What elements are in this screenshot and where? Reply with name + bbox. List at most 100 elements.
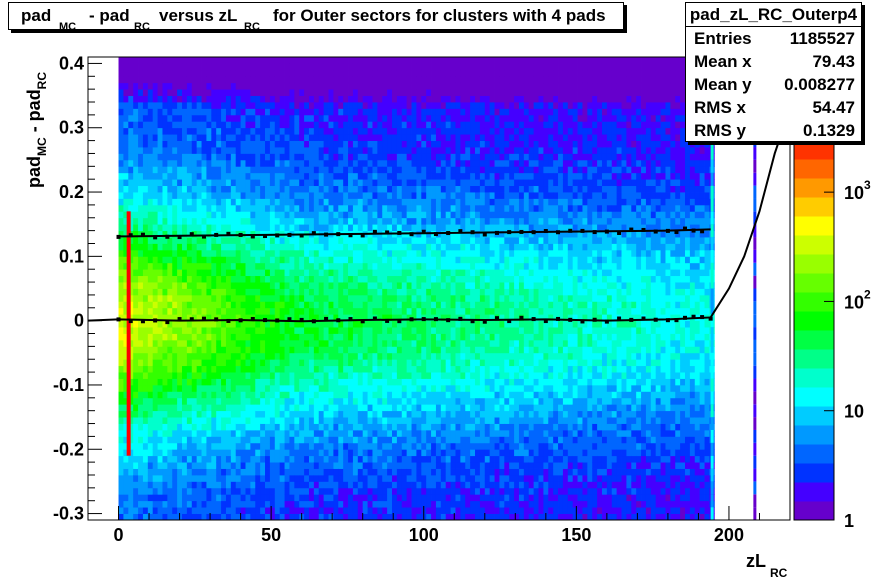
heatmap-cell — [338, 134, 344, 141]
heatmap-cell — [230, 500, 237, 508]
heatmap-cell — [387, 269, 393, 277]
heatmap-cell — [289, 282, 295, 289]
heatmap-cell — [260, 397, 266, 405]
heatmap-cell — [372, 372, 378, 379]
heatmap-cell — [284, 417, 290, 424]
heatmap-cell — [250, 159, 256, 167]
heatmap-cell — [284, 314, 290, 322]
heatmap-cell — [372, 185, 378, 193]
heatmap-cell — [299, 76, 305, 84]
heatmap-cell — [162, 63, 168, 71]
heatmap-cell — [250, 365, 256, 373]
heatmap-cell — [426, 423, 432, 431]
heatmap-cell — [172, 204, 178, 212]
heatmap-cell — [279, 455, 285, 463]
heatmap-cell — [352, 513, 359, 521]
heatmap-cell — [450, 217, 456, 225]
heatmap-cell — [450, 269, 456, 277]
heatmap-cell — [240, 333, 246, 341]
heatmap-cell — [435, 172, 442, 180]
heatmap-cell — [318, 346, 325, 354]
heatmap-cell — [318, 147, 325, 154]
heatmap-cell — [416, 179, 422, 187]
heatmap-cell — [196, 359, 202, 367]
heatmap-cell — [352, 391, 359, 399]
heatmap-cell — [391, 172, 398, 180]
heatmap-cell — [123, 410, 129, 418]
heatmap-cell — [387, 307, 393, 315]
heatmap-cell — [167, 134, 173, 141]
heatmap-cell — [348, 372, 354, 379]
heatmap-cell — [279, 384, 285, 392]
heatmap-cell — [138, 127, 144, 135]
heatmap-cell — [382, 282, 388, 289]
heatmap-cell — [240, 365, 246, 373]
heatmap-cell — [167, 372, 173, 379]
heatmap-cell — [260, 314, 266, 322]
heatmap-cell — [118, 365, 124, 373]
heatmap-cell — [118, 249, 124, 257]
heatmap-cell — [406, 288, 412, 296]
heatmap-cell — [382, 320, 388, 328]
heatmap-cell — [142, 462, 149, 469]
heatmap-cell — [138, 243, 144, 251]
heatmap-cell — [201, 327, 207, 334]
heatmap-cell — [294, 192, 300, 199]
heatmap-cell — [367, 275, 373, 283]
heatmap-cell — [445, 507, 451, 514]
heatmap-cell — [230, 307, 237, 315]
heatmap-cell — [431, 237, 437, 244]
heatmap-cell — [416, 217, 422, 225]
heatmap-cell — [162, 288, 168, 296]
heatmap-cell — [372, 140, 378, 148]
heatmap-cell — [142, 262, 149, 270]
heatmap-cell — [338, 269, 344, 277]
heatmap-cell — [230, 172, 237, 180]
heatmap-cell — [308, 172, 315, 180]
heatmap-cell — [245, 108, 251, 116]
heatmap-cell — [343, 500, 349, 508]
heatmap-cell — [245, 333, 251, 341]
heatmap-cell — [343, 333, 349, 341]
heatmap-cell — [206, 166, 212, 174]
heatmap-cell — [435, 404, 442, 412]
heatmap-cell — [118, 204, 124, 212]
heatmap-cell — [250, 391, 256, 399]
heatmap-cell — [323, 249, 329, 257]
heatmap-cell — [201, 204, 207, 212]
heatmap-cell — [211, 76, 217, 84]
heatmap-cell — [182, 365, 188, 373]
heatmap-cell — [216, 262, 222, 270]
heatmap-cell — [182, 462, 188, 469]
heatmap-cell — [152, 211, 158, 219]
heatmap-cell — [274, 95, 281, 103]
heatmap-cell — [221, 314, 227, 322]
heatmap-cell — [279, 410, 285, 418]
heatmap-cell — [382, 166, 388, 174]
heatmap-cell — [152, 224, 158, 232]
heatmap-cell — [401, 108, 408, 116]
heatmap-cell — [338, 339, 344, 347]
heatmap-cell — [387, 114, 393, 122]
heatmap-cell — [255, 391, 261, 399]
heatmap-cell — [265, 474, 271, 482]
heatmap-cell — [128, 179, 134, 187]
heatmap-cell — [401, 365, 408, 373]
heatmap-cell — [313, 237, 320, 244]
heatmap-cell — [294, 140, 300, 148]
heatmap-cell — [265, 481, 271, 489]
heatmap-cell — [157, 391, 163, 399]
heatmap-cell — [269, 423, 276, 431]
heatmap-cell — [147, 442, 154, 450]
heatmap-cell — [269, 217, 276, 225]
heatmap-cell — [235, 513, 242, 521]
heatmap-cell — [289, 69, 295, 77]
heatmap-cell — [162, 69, 168, 77]
heatmap-cell — [367, 378, 373, 386]
heatmap-cell — [260, 275, 266, 283]
heatmap-cell — [265, 153, 271, 161]
heatmap-cell — [450, 134, 456, 141]
heatmap-cell — [128, 121, 134, 129]
heatmap-cell — [162, 359, 168, 367]
heatmap-cell — [235, 468, 242, 476]
